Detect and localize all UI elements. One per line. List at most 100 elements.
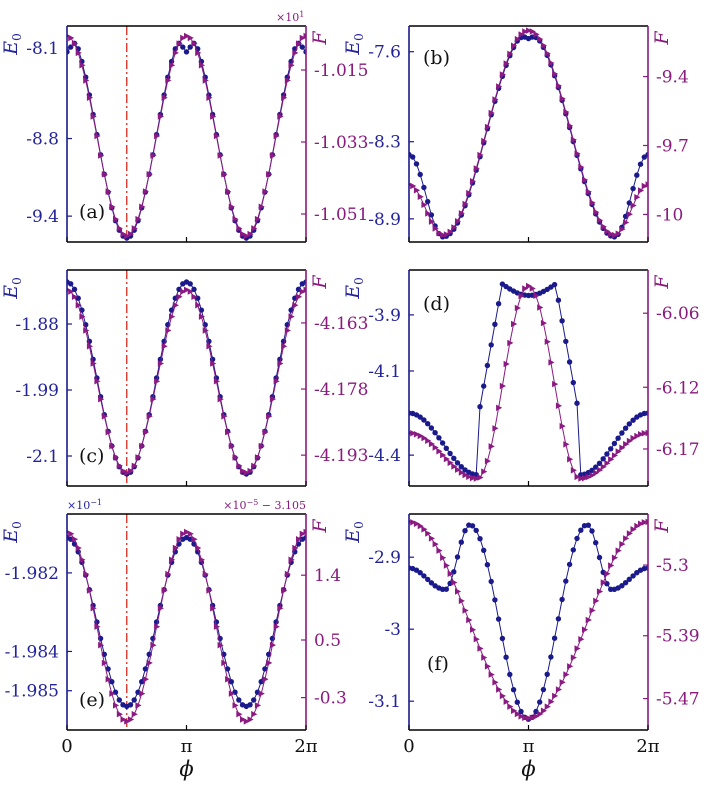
panel-e: -1.982 -1.984 -1.985 1.4 0.5 -0.3 0 π 2π E0 F (e) ×1… xyxy=(0,498,347,781)
data-point-F xyxy=(421,201,428,208)
data-point-F xyxy=(180,34,187,42)
data-point-F xyxy=(511,707,518,714)
data-point-F xyxy=(262,188,269,195)
data-point-F xyxy=(71,536,79,543)
data-point-F xyxy=(514,710,521,718)
ylabel-right: F xyxy=(651,275,673,290)
tick-label-right: -10 xyxy=(656,205,683,225)
data-point-E0 xyxy=(458,539,464,545)
data-point-F xyxy=(440,231,447,239)
data-point-F xyxy=(184,286,191,294)
tick-label-x: 2π xyxy=(294,736,317,757)
data-point-F xyxy=(626,530,633,537)
data-point-F xyxy=(484,123,491,131)
data-point-F xyxy=(142,428,149,436)
data-point-F xyxy=(299,288,306,295)
data-point-F xyxy=(135,702,142,709)
multiplier-left: ×10−1 xyxy=(67,498,102,512)
data-point-F xyxy=(90,113,97,120)
tick-label-left: -8.9 xyxy=(368,210,401,230)
data-point-F xyxy=(79,62,86,69)
data-point-F xyxy=(236,225,243,232)
data-point-F xyxy=(462,200,469,208)
data-point-F xyxy=(582,474,589,482)
data-point-F xyxy=(574,150,581,157)
data-point-F xyxy=(169,313,176,320)
data-point-F xyxy=(273,623,280,630)
data-point-E0 xyxy=(443,445,449,451)
xlabel: ϕ xyxy=(179,757,193,781)
data-point-F xyxy=(131,462,138,470)
data-point-E0 xyxy=(443,586,449,592)
data-point-F xyxy=(413,520,421,527)
tick-label-right: -4.163 xyxy=(314,314,368,334)
tick-label-left: -3.9 xyxy=(368,306,401,326)
data-point-F xyxy=(135,454,142,461)
data-point-E0 xyxy=(109,679,115,685)
data-point-F xyxy=(94,623,101,630)
data-point-F xyxy=(514,304,521,312)
data-point-F xyxy=(425,530,432,537)
data-point-E0 xyxy=(570,379,576,386)
data-point-F xyxy=(473,636,480,643)
data-point-F xyxy=(176,536,183,543)
data-point-F xyxy=(254,215,262,223)
data-point-E0 xyxy=(495,616,502,622)
ylabel-right: F xyxy=(309,31,331,46)
data-point-E0 xyxy=(454,554,461,560)
data-point-F xyxy=(240,230,247,238)
data-point-F xyxy=(604,460,611,467)
data-point-F xyxy=(626,437,633,445)
data-point-E0 xyxy=(68,281,74,287)
data-point-F xyxy=(481,137,488,145)
data-point-F xyxy=(470,474,477,482)
data-point-F xyxy=(206,587,213,594)
data-point-F xyxy=(101,659,108,667)
panel-d: -3.9 -4.1 -4.4 -6.06 -6.12 -6.17 E0 F (d) xyxy=(342,269,700,487)
data-point-E0 xyxy=(432,430,438,436)
data-point-F xyxy=(563,108,570,116)
tick-label-right: -9.4 xyxy=(656,68,689,88)
data-point-F xyxy=(582,626,589,633)
data-point-F xyxy=(124,718,131,725)
data-point-F xyxy=(604,228,611,235)
data-point-E0 xyxy=(615,435,621,441)
data-point-F xyxy=(585,188,592,195)
data-point-F xyxy=(120,716,127,723)
data-point-F xyxy=(157,360,164,367)
data-point-F xyxy=(615,547,622,554)
data-point-E0 xyxy=(421,573,427,579)
tick-label-right: -1.015 xyxy=(314,61,368,81)
panel-b: -7.6 -8.3 -8.9 -9.4 -9.7 -10 E0 F (b) xyxy=(342,25,689,243)
tick-label-left: -9.4 xyxy=(26,207,59,227)
data-point-F xyxy=(98,395,105,403)
data-point-F xyxy=(157,605,164,612)
data-point-F xyxy=(68,530,75,538)
data-point-F xyxy=(436,547,443,554)
tick-label-x: π xyxy=(523,736,535,757)
data-point-F xyxy=(165,327,172,334)
data-point-F xyxy=(522,285,529,292)
data-point-F xyxy=(128,230,135,238)
data-point-E0 xyxy=(410,154,416,160)
data-point-F xyxy=(273,378,280,385)
data-point-F xyxy=(94,132,101,140)
data-point-E0 xyxy=(488,342,494,348)
data-point-F xyxy=(413,187,421,194)
data-point-E0 xyxy=(458,464,464,470)
data-point-F xyxy=(195,302,202,309)
data-point-F xyxy=(443,562,450,569)
data-point-F xyxy=(488,443,495,450)
data-point-F xyxy=(432,444,439,451)
data-point-F xyxy=(131,225,138,232)
data-point-F xyxy=(443,231,450,238)
data-point-F xyxy=(251,225,258,232)
ylabel-right: F xyxy=(651,31,673,46)
data-point-E0 xyxy=(180,44,186,50)
data-point-F xyxy=(236,462,243,470)
data-point-F xyxy=(266,659,273,667)
data-point-F xyxy=(417,432,424,440)
data-point-E0 xyxy=(299,44,305,50)
data-point-F xyxy=(83,570,90,578)
data-point-F xyxy=(529,714,536,721)
